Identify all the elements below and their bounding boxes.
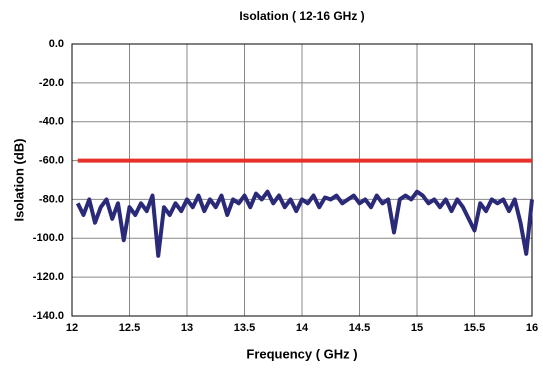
x-tick-label: 15.5	[464, 322, 485, 334]
y-tick-label: -40.0	[39, 116, 64, 128]
x-tick-label: 15	[411, 322, 423, 334]
x-tick-label: 14.5	[349, 322, 370, 334]
x-tick-label: 13.5	[234, 322, 255, 334]
y-tick-label: -20.0	[39, 77, 64, 89]
y-tick-label: -60.0	[39, 154, 64, 166]
x-tick-label: 14	[296, 322, 309, 334]
y-tick-label: -120.0	[33, 271, 64, 283]
x-tick-label: 12.5	[119, 322, 140, 334]
x-tick-label: 12	[66, 322, 78, 334]
series-line	[75, 189, 534, 258]
y-axis-label: Isolation (dB)	[11, 138, 26, 221]
x-axis-label: Frequency ( GHz )	[246, 346, 357, 361]
y-tick-label: 0.0	[49, 38, 64, 50]
chart-title: Isolation ( 12-16 GHz )	[239, 9, 364, 23]
y-tick-label: -140.0	[33, 310, 64, 322]
y-tick-label: -80.0	[39, 193, 64, 205]
y-tick-label: -100.0	[33, 232, 64, 244]
x-tick-label: 16	[526, 322, 538, 334]
x-tick-label: 13	[181, 322, 193, 334]
plot-border	[71, 43, 533, 317]
